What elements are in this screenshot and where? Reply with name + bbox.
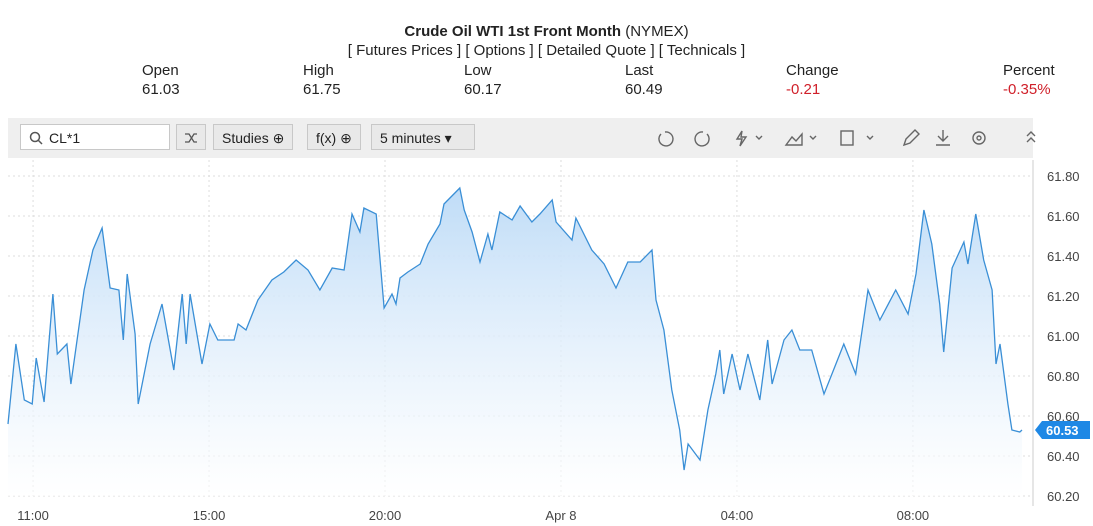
redo[interactable] [694,131,710,147]
studies-button[interactable]: Studies ⊕ [213,124,294,150]
y-tick-label: 60.40 [1047,449,1080,464]
stat: Change -0.21 [786,61,839,99]
stat: Low 60.17 [464,61,502,99]
download[interactable] [936,130,950,146]
stat-value: 60.49 [625,81,663,98]
stat: Percent -0.35% [1003,61,1055,99]
stat-label: High [303,62,334,79]
stat: Open 61.03 [142,61,180,99]
y-tick-label: 61.40 [1047,249,1080,264]
settings[interactable] [972,131,986,145]
layout[interactable] [840,130,854,146]
stat-label: Percent [1003,62,1055,79]
draw-tool[interactable] [735,130,748,147]
collapse[interactable] [1026,131,1036,143]
title-row: Crude Oil WTI 1st Front Month (NYMEX) [0,23,1093,40]
x-tick-label: 08:00 [897,508,930,523]
stat-value: 61.75 [303,81,341,98]
stat-value: -0.35% [1003,81,1051,98]
x-tick-label: 11:00 [17,508,49,523]
interval-button[interactable]: 5 minutes ▾ [371,124,475,150]
title: Crude Oil WTI 1st Front Month [404,23,622,40]
stat-label: Low [464,62,492,79]
link[interactable]: [ Options ] [465,42,534,59]
links: [ Futures Prices ] [ Options ] [ Detaile… [0,42,1093,59]
symbol: CL*1 [49,130,81,146]
x-tick-label: Apr 8 [545,508,576,523]
undo[interactable] [658,131,674,147]
symbol-input[interactable]: CL*1 [20,124,170,150]
last-price-label: 60.53 [1046,423,1079,438]
stat-value: 60.17 [464,81,502,98]
stat-value: -0.21 [786,81,821,98]
fx: f(x) [316,130,337,146]
x-tick-label: 04:00 [721,508,754,523]
search-icon [29,131,43,145]
toolbar: CL*1 Studies ⊕ f(x) ⊕ 5 minutes ▾ [8,118,1036,158]
y-tick-label: 61.00 [1047,329,1080,344]
studies: Studies [222,130,269,146]
stat-label: Last [625,62,654,79]
last-price-tag [1035,421,1090,439]
chart-type[interactable] [784,132,803,146]
stat: High 61.75 [303,61,341,99]
y-tick-label: 61.80 [1047,169,1080,184]
exchange: (NYMEX) [625,23,689,40]
toolbar-icons [658,129,1036,147]
stat-label: Change [786,62,839,79]
pencil[interactable] [902,129,920,147]
link[interactable]: [ Futures Prices ] [347,42,462,59]
price-line [7,186,1023,471]
y-tick-label: 60.80 [1047,369,1080,384]
fx-button[interactable]: f(x) ⊕ [307,124,361,150]
x-tick-label: 20:00 [369,508,402,523]
area [8,188,1023,496]
y-tick-label: 61.60 [1047,209,1080,224]
stat-label: Open [142,62,179,79]
stat-value: 61.03 [142,81,180,98]
interval: 5 minutes [380,130,441,146]
chart: 60.20 60.40 60.60 60.80 61.00 61.20 61.40 61.60… [7,160,1090,523]
x-tick-label: 15:00 [193,508,226,523]
link[interactable]: [ Detailed Quote ] [537,42,655,59]
y-tick-label: 61.20 [1047,289,1080,304]
compare-button[interactable] [176,124,206,150]
stat: Last 60.49 [625,61,663,99]
y-tick-label: 60.60 [1047,409,1080,424]
y-tick-label: 60.20 [1047,489,1080,504]
link[interactable]: [ Technicals ] [658,42,746,59]
